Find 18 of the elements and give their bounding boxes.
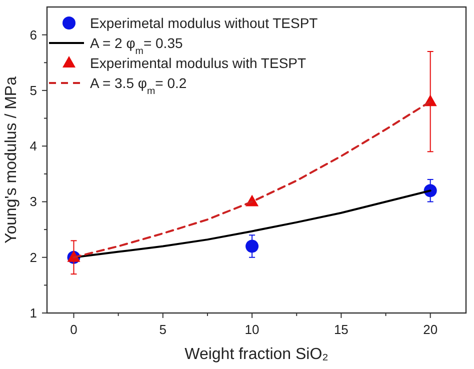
y-axis-title: Young's modulus / MPa bbox=[3, 76, 20, 244]
x-tick-label: 10 bbox=[244, 322, 260, 337]
y-tick-label: 1 bbox=[30, 306, 37, 320]
legend-label: A = 3.5 φ$_{m}$= 0.2 bbox=[90, 75, 187, 96]
point bbox=[246, 240, 259, 253]
legend-label: Experimental modulus with TESPT bbox=[90, 55, 306, 71]
y-tick-label: 4 bbox=[30, 138, 37, 154]
legend-label: A = 2 φ$_{m}$= 0.35 bbox=[90, 35, 183, 56]
x-axis-title: Weight fraction SiO₂ bbox=[184, 346, 328, 363]
legend-label: Experimetal modulus without TESPT bbox=[90, 15, 318, 31]
x-tick-label: 0 bbox=[70, 322, 78, 337]
x-tick-label: 5 bbox=[159, 322, 167, 337]
y-tick-label: 5 bbox=[30, 82, 37, 98]
y-tick-label: 6 bbox=[30, 27, 37, 42]
x-tick-label: 20 bbox=[423, 322, 438, 337]
y-tick-label: 3 bbox=[30, 194, 37, 210]
y-tick-label: 2 bbox=[30, 250, 37, 265]
x-tick-label: 15 bbox=[334, 322, 348, 337]
